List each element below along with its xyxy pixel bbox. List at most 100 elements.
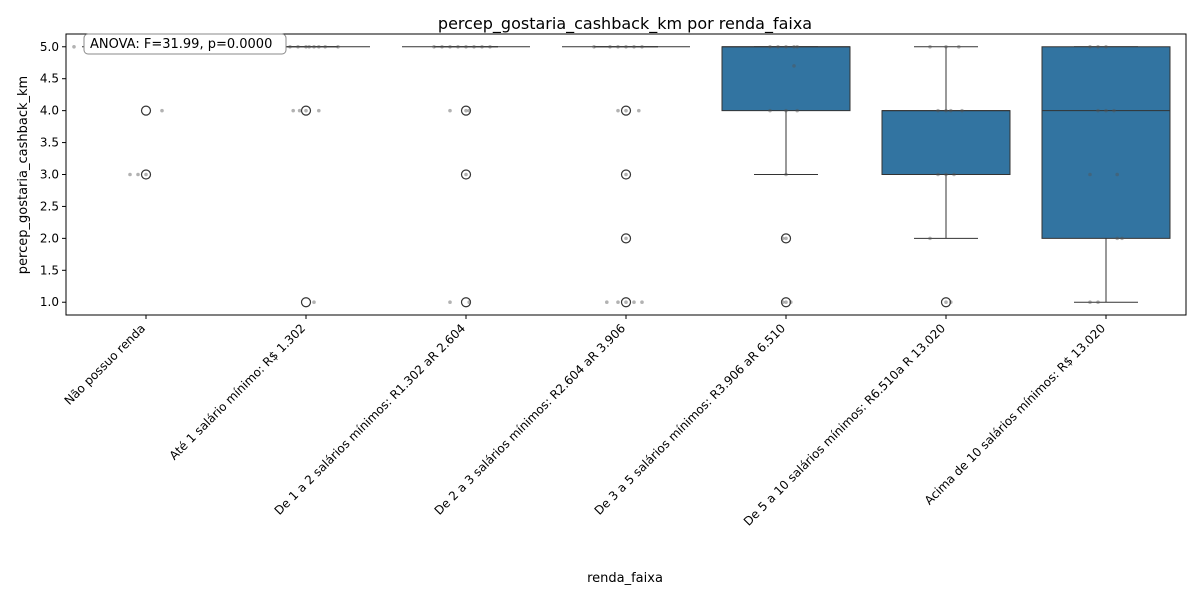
strip-points (432, 44, 492, 305)
data-point (792, 44, 796, 49)
data-point (312, 300, 316, 305)
box (881, 110, 1011, 175)
data-point (624, 300, 628, 305)
outlier-marker (780, 233, 792, 244)
data-point (464, 108, 468, 113)
data-point (448, 300, 452, 305)
data-point (1104, 44, 1108, 49)
anova-annotation: ANOVA: F=31.99, p=0.0000 (83, 33, 287, 55)
data-point (472, 44, 476, 49)
data-point (616, 108, 620, 113)
data-point (624, 172, 628, 177)
data-point (592, 44, 596, 49)
data-point (1088, 300, 1092, 305)
data-point (323, 44, 328, 49)
data-point (467, 300, 472, 305)
box (721, 46, 851, 112)
strip-points (72, 44, 204, 177)
chart-title: percep_gostaria_cashback_km por renda_fa… (438, 14, 812, 34)
data-point (949, 300, 953, 305)
plot-area (72, 44, 1171, 308)
data-point (789, 300, 793, 305)
x-tick-label: De 5 a 10 salários mínimos: R6.510a R 13… (741, 321, 948, 528)
box-group (1041, 46, 1171, 303)
data-point (1096, 44, 1100, 49)
x-tick-label: De 3 a 5 salários mínimos: R3.906 aR 6.5… (592, 321, 789, 518)
data-point (448, 44, 452, 49)
outlier-marker (460, 105, 472, 116)
data-point (1096, 300, 1100, 305)
data-point (944, 44, 948, 49)
data-point (288, 44, 292, 49)
data-point (464, 172, 468, 177)
y-tick-label: 3.0 (40, 168, 59, 182)
data-point (144, 172, 148, 177)
y-tick-label: 4.0 (40, 104, 59, 118)
outlier-marker (620, 169, 632, 180)
x-tick-label: Até 1 salário mínimo: R$ 1.302 (167, 321, 308, 462)
annotation-box (83, 33, 287, 55)
box-group (881, 46, 1011, 308)
outlier-marker (300, 105, 312, 116)
data-point (307, 44, 312, 49)
data-point (792, 64, 796, 68)
data-point (640, 300, 644, 305)
strip-points (768, 44, 799, 305)
box-group (242, 46, 370, 308)
data-point (296, 44, 300, 49)
box-group (402, 46, 530, 308)
data-point (632, 44, 636, 49)
data-point (160, 108, 164, 113)
outlier-marker (460, 169, 472, 180)
data-point (936, 108, 940, 113)
outlier-marker (620, 297, 632, 308)
data-point (1112, 108, 1116, 113)
box-group (562, 46, 690, 308)
data-point (784, 236, 788, 241)
annotation-text: ANOVA: F=31.99, p=0.0000 (90, 37, 272, 52)
data-point (957, 44, 961, 49)
box (1041, 46, 1171, 239)
data-point (768, 108, 772, 113)
outlier-marker (940, 297, 952, 308)
y-axis-title: percep_gostaria_cashback_km (16, 76, 31, 274)
strip-points (592, 44, 644, 305)
data-point (1115, 172, 1119, 177)
data-point (960, 108, 964, 113)
data-point (784, 108, 788, 113)
data-point (297, 108, 302, 113)
data-point (637, 108, 641, 113)
data-point (336, 44, 340, 49)
data-point (632, 300, 636, 305)
x-axis: Não possuo renda Até 1 salário mínimo: R$… (62, 315, 1108, 529)
data-point (781, 300, 785, 305)
x-axis-title: renda_faixa (587, 571, 663, 586)
data-point (304, 108, 308, 113)
data-point (952, 172, 956, 177)
box-group (721, 46, 851, 308)
data-point (936, 172, 940, 177)
y-tick-label: 2.0 (40, 231, 59, 245)
x-tick-label: De 1 a 2 salários mínimos: R1.302 aR 2.6… (272, 321, 469, 518)
data-point (605, 300, 609, 305)
data-point (488, 44, 492, 49)
y-tick-label: 5.0 (40, 40, 59, 54)
y-tick-label: 4.5 (40, 72, 59, 86)
outlier-marker (300, 297, 312, 308)
data-point (1088, 44, 1092, 49)
data-point (784, 300, 788, 305)
data-point (1115, 236, 1119, 241)
data-point (312, 44, 316, 49)
data-point (1088, 172, 1092, 177)
y-axis: 1.0 1.5 2.0 2.5 3.0 3.5 4.0 4.5 5.0 (40, 40, 66, 309)
strip-points (1088, 44, 1124, 305)
y-tick-label: 1.0 (40, 295, 59, 309)
data-point (624, 236, 628, 241)
outlier-marker (140, 169, 152, 180)
data-point (467, 108, 472, 113)
data-point (624, 44, 628, 49)
data-point (456, 44, 460, 49)
y-tick-label: 2.5 (40, 199, 59, 213)
data-point (776, 44, 780, 49)
